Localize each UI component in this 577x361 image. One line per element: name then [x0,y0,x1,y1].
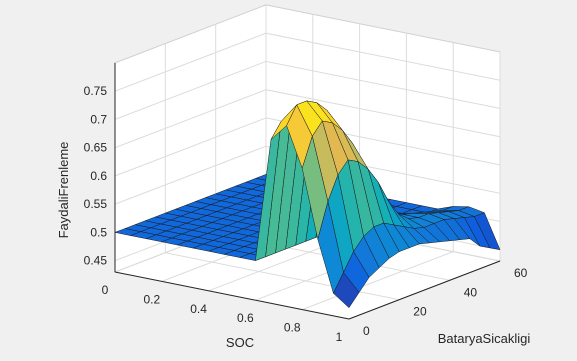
z-grid-line [114,60,501,120]
z-tick-label: 0.75 [84,84,108,98]
z-axis-label: FaydaliFrenleme [56,142,71,239]
y-tick-label: 60 [514,266,528,280]
x-tick-label: 0.4 [190,302,207,316]
x-tick-label: 0.6 [237,311,254,325]
y-tick-label: 40 [464,285,478,299]
y-tick-label: 20 [413,305,427,319]
z-tick-label: 0.45 [84,254,108,268]
z-grid-line [114,145,501,205]
surface-mesh [114,100,501,308]
surface-patch [333,272,360,308]
z-tick-label: 0.6 [90,169,107,183]
y-grid-line [164,43,400,301]
x-tick-label: 0.2 [143,292,160,306]
z-grid-line [114,32,501,92]
z-tick-label: 0.55 [84,197,108,211]
x-tick-label: 1 [336,330,343,344]
x-axis-label: SOC [226,335,254,350]
z-grid-line [114,89,501,149]
x-axis-line [114,271,350,320]
z-tick-label: 0.5 [90,225,107,239]
y-axis-label: BataryaSicakligi [438,331,531,346]
y-tick-label: 0 [363,324,370,338]
z-grid-line [114,117,501,177]
x-tick-label: 0 [102,283,109,297]
y-axis-line [348,260,501,320]
x-tick-label: 0.8 [284,321,301,335]
z-tick-label: 0.65 [84,141,108,155]
tick-labels: 0 0.2 0.4 0.6 0.8 1 0 20 40 60 0.45 0.5 0.55 0.6 0.65 0… [84,84,528,344]
z-tick-label: 0.7 [90,112,107,126]
